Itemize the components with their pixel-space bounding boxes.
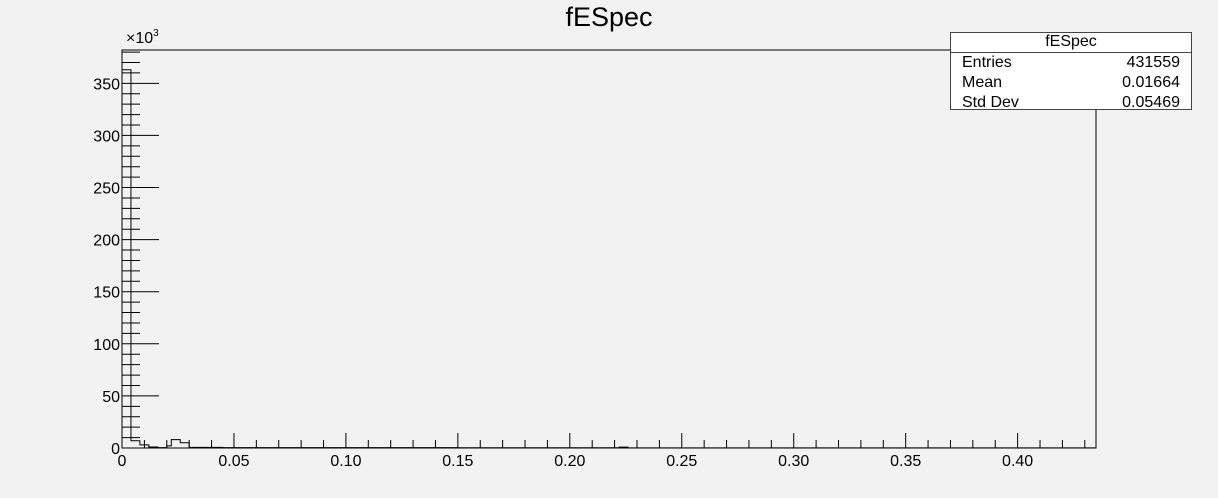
x-tick-label: 0.25 bbox=[666, 453, 697, 470]
y-tick-label: 0 bbox=[111, 441, 120, 458]
stats-row-entries: Entries 431559 bbox=[951, 53, 1191, 73]
x-tick-label: 0.35 bbox=[890, 453, 921, 470]
x-tick-label: 0 bbox=[118, 453, 127, 470]
stats-value: 0.05469 bbox=[1122, 94, 1180, 111]
stats-value: 431559 bbox=[1126, 54, 1180, 71]
y-tick-label: 250 bbox=[93, 181, 120, 198]
stats-title: fESpec bbox=[951, 33, 1191, 53]
y-exponent-power: 3 bbox=[153, 28, 159, 39]
x-tick-label: 0.05 bbox=[218, 453, 249, 470]
x-tick-label: 0.30 bbox=[778, 453, 809, 470]
x-tick-label: 0.10 bbox=[330, 453, 361, 470]
x-axis-tick-labels: 0 0.05 0.10 0.15 0.20 0.25 0.30 0.35 0.40 bbox=[118, 453, 1034, 470]
chart-title: fESpec bbox=[565, 2, 652, 32]
stats-label: Mean bbox=[962, 74, 1003, 91]
y-axis-tick-labels: 0 50 100 150 200 250 300 350 bbox=[93, 76, 120, 458]
stats-row-mean: Mean 0.01664 bbox=[951, 73, 1191, 93]
y-tick-label: 350 bbox=[93, 76, 120, 93]
y-tick-label: 150 bbox=[93, 285, 120, 302]
stats-row-std-dev: Std Dev 0.05469 bbox=[951, 93, 1191, 113]
x-axis-ticks bbox=[121, 433, 1086, 448]
stats-label: Entries bbox=[962, 54, 1012, 71]
x-tick-label: 0.15 bbox=[442, 453, 473, 470]
x-tick-label: 0.20 bbox=[554, 453, 585, 470]
y-tick-label: 50 bbox=[102, 389, 120, 406]
y-tick-label: 100 bbox=[93, 337, 120, 354]
y-exponent-label: ×103 bbox=[126, 28, 159, 47]
y-tick-label: 200 bbox=[93, 233, 120, 250]
y-exponent-base: ×10 bbox=[126, 30, 153, 47]
stats-label: Std Dev bbox=[962, 94, 1019, 111]
stats-box: fESpec Entries 431559 Mean 0.01664 Std D… bbox=[950, 32, 1192, 113]
y-axis-ticks bbox=[122, 51, 159, 449]
histogram-line bbox=[121, 69, 1096, 449]
x-tick-label: 0.40 bbox=[1002, 453, 1033, 470]
y-tick-label: 300 bbox=[93, 128, 120, 145]
stats-value: 0.01664 bbox=[1122, 74, 1180, 91]
